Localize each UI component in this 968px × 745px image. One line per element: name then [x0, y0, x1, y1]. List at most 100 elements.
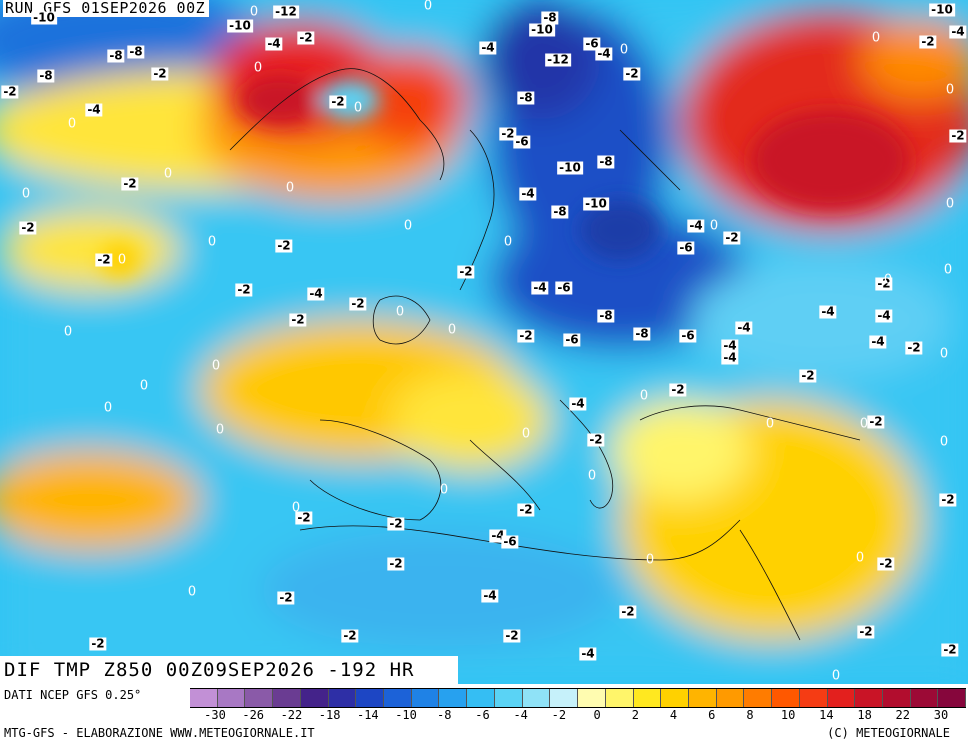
contour-label: -2 — [297, 30, 315, 45]
contour-label: 0 — [709, 218, 719, 234]
contour-label: -4 — [531, 280, 549, 295]
colorbar-swatch — [827, 689, 856, 707]
colorbar-tick-label: -22 — [280, 708, 303, 722]
contour-label: -10 — [929, 2, 955, 17]
footer-copyright: (C) METEOGIORNALE — [827, 726, 950, 740]
colorbar-swatch — [716, 689, 745, 707]
contour-label: -2 — [289, 312, 307, 327]
colorbar-tick-label: 14 — [819, 708, 834, 722]
colorbar-tick-label: -30 — [204, 708, 226, 722]
contour-label: -6 — [583, 36, 601, 51]
contour-label: 0 — [215, 422, 225, 438]
colorbar-tick-label: -8 — [437, 708, 452, 722]
contour-label: 0 — [587, 468, 597, 484]
contour-label: 0 — [403, 218, 413, 234]
contour-label: -2 — [387, 516, 405, 531]
contour-label: -4 — [875, 308, 893, 323]
contour-label: -8 — [597, 308, 615, 323]
footer-credit: MTG-GFS - ELABORAZIONE WWW.METEOGIORNALE… — [4, 726, 315, 740]
contour-label: -8 — [37, 68, 55, 83]
contour-label: -2 — [857, 624, 875, 639]
anomaly-detail — [100, 75, 910, 278]
colorbar-swatch — [384, 689, 412, 707]
contour-label: -2 — [349, 296, 367, 311]
colorbar-tick-label: 4 — [669, 708, 678, 722]
contour-label: 0 — [859, 416, 869, 432]
colorbar-swatch — [439, 689, 468, 707]
contour-label: -2 — [669, 382, 687, 397]
contour-label: 0 — [639, 388, 649, 404]
contour-label: 0 — [945, 82, 955, 98]
contour-label: -2 — [1, 84, 19, 99]
variable-title: DIF TMP Z850 00Z09SEP2026 -192 HR — [0, 656, 458, 684]
contour-label: -2 — [295, 510, 313, 525]
colorbar-tick-label: -26 — [242, 708, 265, 722]
contour-label: -2 — [949, 128, 967, 143]
colorbar-swatch — [882, 689, 911, 707]
contour-label: -2 — [517, 502, 535, 517]
contour-label: -2 — [723, 230, 741, 245]
contour-label: 0 — [945, 196, 955, 212]
anomaly-field — [0, 0, 968, 684]
contour-label: -4 — [569, 396, 587, 411]
contour-label: 0 — [211, 358, 221, 374]
contour-label: 0 — [503, 234, 513, 250]
colorbar-swatch — [688, 689, 717, 707]
contour-label: 0 — [395, 304, 405, 320]
map-field — [0, 0, 968, 684]
contour-label: 0 — [439, 482, 449, 498]
colorbar-swatch — [328, 689, 357, 707]
contour-label: 0 — [939, 346, 949, 362]
contour-label: -2 — [941, 642, 959, 657]
contour-label: -8 — [127, 44, 145, 59]
contour-label: -4 — [519, 186, 537, 201]
contour-label: 0 — [63, 324, 73, 340]
contour-label: -2 — [503, 628, 521, 643]
contour-label: 0 — [645, 552, 655, 568]
contour-label: 0 — [117, 252, 127, 268]
contour-label: -4 — [85, 102, 103, 117]
contour-label: -2 — [799, 368, 817, 383]
contour-label: -2 — [877, 556, 895, 571]
contour-label: -4 — [479, 40, 497, 55]
contour-label: -6 — [513, 134, 531, 149]
contour-label: 0 — [291, 500, 301, 516]
contour-label: 0 — [883, 272, 893, 288]
colorbar-swatch — [605, 689, 634, 707]
contour-label: 0 — [139, 378, 149, 394]
contour-label: -2 — [919, 34, 937, 49]
contour-label: -4 — [579, 646, 597, 661]
colorbar-swatch — [273, 689, 301, 707]
contour-label: -2 — [905, 340, 923, 355]
colorbar-swatch — [772, 689, 800, 707]
colorbar-tick-label: 18 — [857, 708, 872, 722]
colorbar-swatch — [550, 689, 579, 707]
contour-label: -4 — [819, 304, 837, 319]
colorbar — [190, 688, 967, 708]
contour-label: -4 — [481, 588, 499, 603]
contour-label: -6 — [563, 332, 581, 347]
contour-label: -2 — [619, 604, 637, 619]
colorbar-swatch — [744, 689, 773, 707]
contour-label: -8 — [517, 90, 535, 105]
contour-label: -4 — [595, 46, 613, 61]
colorbar-swatch — [356, 689, 385, 707]
contour-label: -2 — [235, 282, 253, 297]
colorbar-tick-label: 2 — [631, 708, 639, 722]
contour-label: 0 — [353, 100, 363, 116]
contour-label: 0 — [831, 668, 841, 684]
contour-label: -12 — [273, 4, 299, 19]
colorbar-tick-label: 10 — [780, 708, 796, 722]
contour-label: -2 — [939, 492, 957, 507]
contour-label: -8 — [597, 154, 615, 169]
colorbar-swatch — [467, 689, 495, 707]
data-source-label: DATI NCEP GFS 0.25° — [4, 688, 142, 702]
colorbar-swatch — [217, 689, 246, 707]
contour-label: -4 — [265, 36, 283, 51]
contour-label: 0 — [207, 234, 217, 250]
colorbar-tick-label: 6 — [708, 708, 716, 722]
contour-label: -10 — [583, 196, 609, 211]
contour-label: -6 — [679, 328, 697, 343]
colorbar-tick-label: -18 — [318, 708, 341, 722]
contour-label: 0 — [939, 434, 949, 450]
